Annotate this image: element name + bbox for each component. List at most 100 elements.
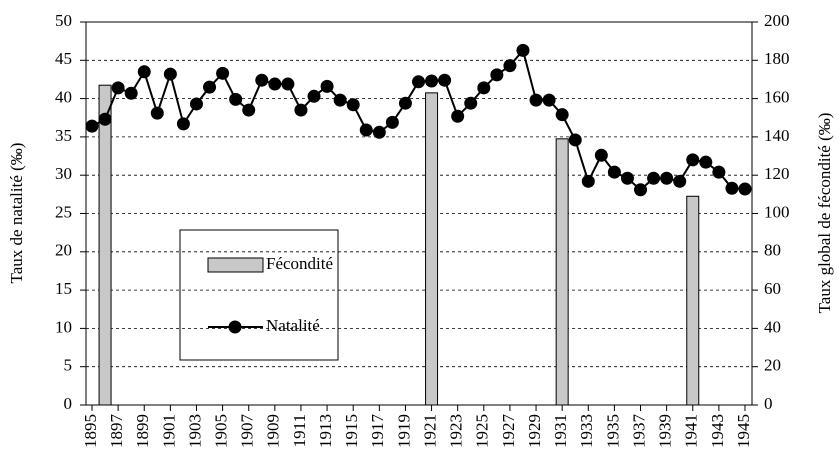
marker [137, 65, 151, 79]
marker [647, 171, 661, 185]
x-tick-label: 1917 [368, 414, 387, 449]
marker [725, 181, 739, 195]
y-tick-label: 25 [55, 202, 72, 221]
marker [176, 117, 190, 131]
legend-label: Natalité [266, 316, 320, 335]
marker [124, 86, 138, 100]
bar [98, 84, 112, 406]
y2-tick-label: 0 [764, 394, 773, 413]
y2-tick-label: 40 [764, 317, 781, 336]
marker [542, 93, 556, 107]
x-tick-label: 1927 [499, 414, 518, 449]
marker [372, 125, 386, 139]
x-tick-label: 1921 [420, 414, 439, 448]
marker [294, 103, 308, 117]
x-tick-label: 1931 [551, 414, 570, 448]
marker [385, 115, 399, 129]
y-tick-label: 0 [64, 394, 73, 413]
marker [189, 97, 203, 111]
y2-tick-label: 200 [764, 11, 790, 30]
marker [607, 165, 621, 179]
marker [163, 67, 177, 81]
x-tick-label: 1923 [447, 414, 466, 448]
marker [307, 89, 321, 103]
marker [738, 182, 752, 196]
marker [438, 73, 452, 87]
marker [503, 59, 517, 73]
y2-tick-label: 80 [764, 241, 781, 260]
marker [242, 103, 256, 117]
x-tick-label: 1941 [682, 414, 701, 448]
bar [686, 195, 700, 406]
marker [516, 43, 530, 57]
x-tick-label: 1911 [290, 414, 309, 447]
marker [594, 148, 608, 162]
marker [464, 96, 478, 110]
marker [660, 171, 674, 185]
marker [581, 174, 595, 188]
y-tick-label: 30 [55, 164, 72, 183]
y2-tick-label: 60 [764, 279, 781, 298]
y2-tick-label: 20 [764, 356, 781, 375]
marker [699, 155, 713, 169]
legend [179, 229, 339, 361]
marker [425, 74, 439, 88]
y2-tick-label: 160 [764, 88, 790, 107]
x-tick-label: 1925 [473, 414, 492, 448]
marker [620, 171, 634, 185]
marker [111, 81, 125, 95]
y2-tick-label: 120 [764, 164, 790, 183]
marker [490, 68, 504, 82]
marker [634, 183, 648, 197]
marker [255, 73, 269, 87]
x-tick-label: 1937 [629, 414, 648, 449]
y-tick-label: 5 [64, 356, 73, 375]
marker [712, 165, 726, 179]
x-tick-label: 1939 [656, 414, 675, 448]
y2-tick-label: 180 [764, 49, 790, 68]
marker [203, 80, 217, 94]
marker [412, 75, 425, 89]
legend-label: Fécondité [266, 254, 333, 273]
marker [98, 112, 112, 126]
marker [398, 96, 412, 110]
line [91, 48, 746, 192]
marker [555, 108, 569, 122]
x-tick-label: 1903 [185, 414, 204, 448]
y-tick-label: 50 [55, 11, 72, 30]
y-tick-label: 40 [55, 88, 72, 107]
x-tick-label: 1897 [107, 414, 126, 449]
marker [268, 77, 282, 91]
marker [451, 109, 465, 123]
marker [673, 174, 687, 188]
x-tick-label: 1945 [734, 414, 753, 448]
x-tick-label: 1935 [603, 414, 622, 448]
bar [555, 138, 569, 406]
x-tick-label: 1919 [394, 414, 413, 448]
x-tick-label: 1901 [159, 414, 178, 448]
y-axis-title: Taux de natalité (‰) [7, 143, 26, 284]
bar [425, 92, 439, 406]
y2-tick-label: 140 [764, 126, 790, 145]
y-tick-label: 15 [55, 279, 72, 298]
marker [150, 106, 164, 120]
x-tick-label: 1909 [264, 414, 283, 448]
x-tick-label: 1933 [577, 414, 596, 448]
y-tick-label: 10 [55, 317, 72, 336]
y2-axis-title: Taux global de fécondité (‰) [815, 113, 834, 314]
x-tick-label: 1895 [81, 414, 100, 448]
y-tick-label: 45 [55, 49, 72, 68]
marker [229, 92, 243, 106]
marker [477, 81, 491, 95]
marker [320, 79, 334, 93]
marker [359, 123, 373, 137]
marker [568, 133, 582, 147]
x-tick-label: 1899 [133, 414, 152, 448]
x-tick-label: 1913 [316, 414, 335, 448]
marker [281, 77, 295, 91]
marker [346, 98, 360, 112]
marker [85, 119, 99, 133]
x-tick-label: 1905 [212, 414, 231, 448]
marker [529, 93, 543, 107]
